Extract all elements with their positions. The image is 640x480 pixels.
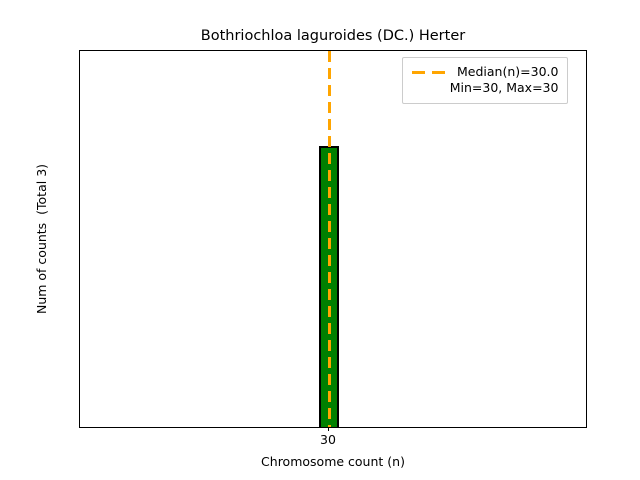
plot-area: 0 1 2 3 4: [79, 50, 587, 428]
x-axis-ticks: 30: [79, 50, 587, 446]
dashed-line-icon: [412, 66, 448, 78]
x-tick-mark: [328, 427, 330, 431]
legend-entry-label: Median(n)=30.0: [457, 64, 559, 79]
x-tick-label: 30: [320, 432, 336, 447]
median-line: [327, 51, 331, 427]
legend[interactable]: Median(n)=30.0 Min=30, Max=30: [402, 57, 569, 104]
page-title: Bothriochloa laguroides (DC.) Herter: [200, 28, 466, 44]
y-axis-label-text: Num of counts (Total 3): [34, 163, 49, 315]
legend-entry-median: Median(n)=30.0: [412, 64, 558, 80]
legend-subtitle: Min=30, Max=30: [449, 80, 559, 95]
x-axis-label: Chromosome count (n): [261, 454, 405, 469]
